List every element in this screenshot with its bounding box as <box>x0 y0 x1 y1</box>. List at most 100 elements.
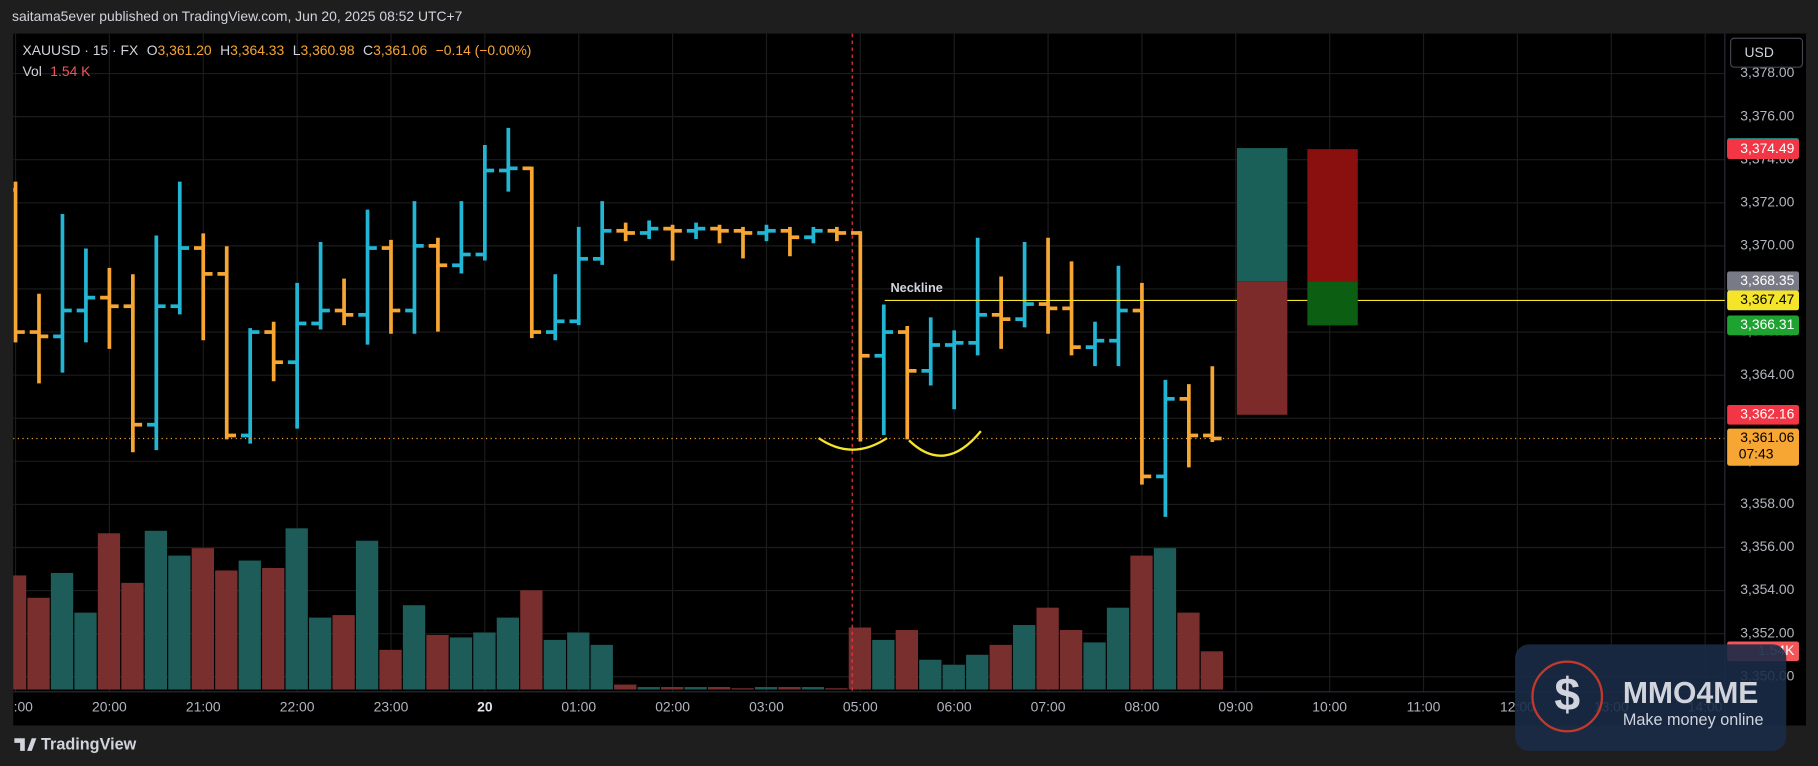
price-tag <box>1727 428 1799 466</box>
volume-bar <box>262 567 285 690</box>
value: 3,361.06 <box>373 42 427 58</box>
x-tick-label: 07:00 <box>1031 699 1066 715</box>
volume-bar <box>285 528 308 690</box>
y-tick-label: 3,372.00 <box>1740 193 1794 209</box>
x-tick-label: 06:00 <box>937 699 972 715</box>
volume-bar <box>168 555 191 690</box>
volume-bar <box>1013 625 1036 690</box>
volume-bar <box>637 687 660 690</box>
x-tick-label: 11:00 <box>1407 699 1441 715</box>
x-tick-label: 20 <box>477 699 493 715</box>
y-tick-label: 3,376.00 <box>1740 107 1794 123</box>
x-tick-label: 23:00 <box>374 699 409 715</box>
x-tick-label: 03:00 <box>749 699 784 715</box>
bottom-curve <box>817 437 888 451</box>
icon-dollar: $ <box>1554 668 1580 720</box>
volume-bar <box>707 687 731 690</box>
volume-bar <box>309 617 332 690</box>
y-tick-label: 3,370.00 <box>1740 237 1794 253</box>
position-zone <box>1307 149 1358 282</box>
volume-bar <box>966 654 989 690</box>
volume-bar <box>426 634 449 690</box>
x-tick-label: 21:00 <box>186 699 221 715</box>
label: O <box>147 42 158 58</box>
label: C <box>363 42 373 58</box>
price-tag <box>1727 290 1799 311</box>
volume-bar <box>1083 642 1106 690</box>
y-tick-label: 3,364.00 <box>1740 366 1794 382</box>
volume-bar <box>215 570 238 690</box>
x-tick-label: 05:00 <box>843 699 878 715</box>
volume-bar <box>1130 555 1153 690</box>
label: H <box>220 42 230 58</box>
volume-bar <box>754 687 778 690</box>
label: L <box>293 42 301 58</box>
y-tick-label: 3,358.00 <box>1740 495 1794 511</box>
currency[interactable]: USD <box>1745 44 1774 60</box>
watermark-tagline: Make money online <box>1623 711 1764 729</box>
position-zone <box>1236 148 1288 282</box>
logo <box>14 738 37 751</box>
price-axis-labels: 3,350.003,352.003,354.003,356.003,358.00… <box>1727 64 1799 683</box>
x-tick-label: 19:00 <box>0 699 33 715</box>
volume-bar <box>27 597 50 690</box>
change: −0.14 (−0.00%) <box>436 42 532 58</box>
symbol: XAUUSD · 15 · FX <box>22 42 138 58</box>
volume-bar <box>778 687 801 690</box>
watermark-box <box>1515 644 1787 751</box>
price-tag-label: 3,368.35 <box>1740 272 1794 288</box>
price-tag-label: 3,367.47 <box>1740 291 1794 307</box>
price-tag <box>1727 139 1799 160</box>
neckline-label: Neckline <box>890 280 942 295</box>
volume-bar <box>191 548 214 690</box>
countdown: 07:43 <box>1739 445 1774 461</box>
volume-bar <box>801 687 825 690</box>
x-tick-label: 08:00 <box>1125 699 1160 715</box>
x-tick-label: 22:00 <box>280 699 315 715</box>
position-zone <box>1236 281 1288 415</box>
x-tick-label: 01:00 <box>561 699 596 715</box>
price-tag-label: 3,362.16 <box>1740 405 1794 421</box>
price-tag <box>1727 315 1799 336</box>
volume-bar <box>473 632 496 690</box>
volume-bar <box>1036 607 1059 690</box>
x-tick-label: 02:00 <box>655 699 690 715</box>
position-zone <box>1307 281 1358 326</box>
volume-bar <box>872 639 895 690</box>
price-tag-label: 3,361.06 <box>1740 429 1794 445</box>
x-tick-label: 20:00 <box>92 699 127 715</box>
volume-bar <box>144 530 168 690</box>
volume-bar <box>989 644 1012 690</box>
volume-bar <box>848 627 872 690</box>
value: 1.54 K <box>50 63 91 79</box>
volume-bar <box>1200 651 1224 690</box>
volume-bar <box>238 560 261 690</box>
volume-bar <box>942 664 965 690</box>
legend-volume: Vol 1.54 K <box>22 63 91 79</box>
value: 3,361.20 <box>158 42 212 58</box>
y-tick-label: 3,378.00 <box>1740 64 1794 80</box>
volume-bar <box>825 688 848 690</box>
volume-bar <box>402 605 426 690</box>
volume-bar <box>1177 612 1200 690</box>
brand: TradingView <box>41 735 137 753</box>
volume-bar <box>919 659 942 690</box>
volume-bar <box>355 540 379 690</box>
plot-background <box>13 33 1806 726</box>
label: Vol <box>22 63 41 79</box>
drawings <box>817 33 982 692</box>
volume-bar <box>121 582 144 690</box>
price-tag-label: 3,366.31 <box>1740 316 1794 332</box>
y-tick-label: 3,356.00 <box>1740 538 1794 554</box>
volume-pane <box>13 528 1224 690</box>
price-tag <box>1727 404 1799 425</box>
icon-ring <box>1531 660 1604 733</box>
volume-bar <box>1059 629 1083 690</box>
currency-button[interactable] <box>1730 37 1804 68</box>
volume-bar <box>74 612 97 690</box>
volume-bar <box>661 687 684 690</box>
volume-bar <box>567 632 590 690</box>
volume-bar <box>895 629 918 690</box>
